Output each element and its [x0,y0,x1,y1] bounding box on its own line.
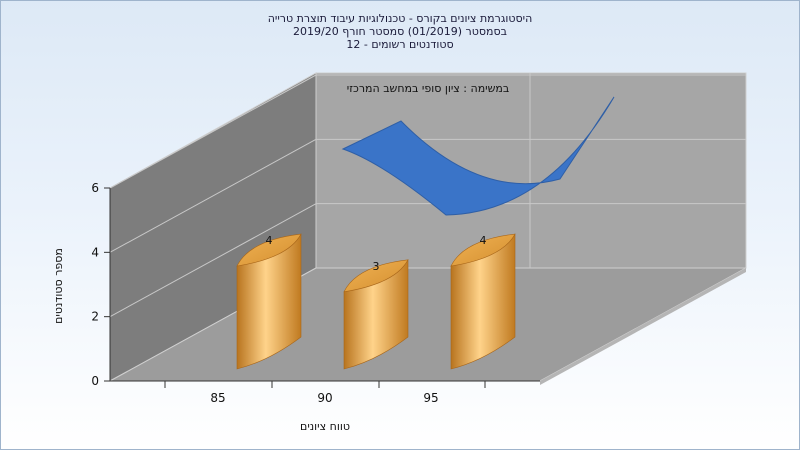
x-axis-label: טווח ציונים [300,420,350,433]
chart-title-line-3: סטודנטים רשומים - 12 [346,38,454,51]
floor-front-edge [540,268,746,385]
bar-data-label: 3 [373,260,380,273]
chart-title-line-1: היסטוגרמת ציונים בקורס - טכנולוגיות עיבו… [267,12,533,25]
bar-data-label: 4 [266,234,273,247]
surface-series [341,96,615,216]
y-ticks: 0 2 4 6 [91,181,110,388]
bar-data-label: 4 [480,234,487,247]
y-tick-label: 0 [91,374,99,388]
bar: 4 [450,233,516,370]
x-ticks: 85 90 95 [164,381,486,405]
gridline-side [109,74,317,189]
bar: 4 [236,233,302,370]
bar-cap [450,233,516,267]
gridline-side [109,203,317,318]
back-wall [315,72,747,269]
y-tick-label: 6 [91,181,99,195]
x-tick-label: 85 [210,391,225,405]
y-tick-label: 2 [91,310,99,324]
y-tick-label: 4 [91,245,99,259]
x-tick-label: 95 [423,391,438,405]
bar-cap [343,259,409,293]
bar: 3 [343,259,409,370]
x-tick-label: 90 [317,391,332,405]
bar-group: 4 3 4 [236,233,516,370]
legend-label: במשימה : ציון סופי במחשב המרכזי [347,82,510,95]
bar-cap [236,233,302,267]
chart-title-line-2: בסמסטר (01/2019) סמסטר חורף 2019/20 [293,25,507,38]
gridline-side [109,138,317,253]
y-axis-label: מספר סטודנטים [52,248,65,324]
